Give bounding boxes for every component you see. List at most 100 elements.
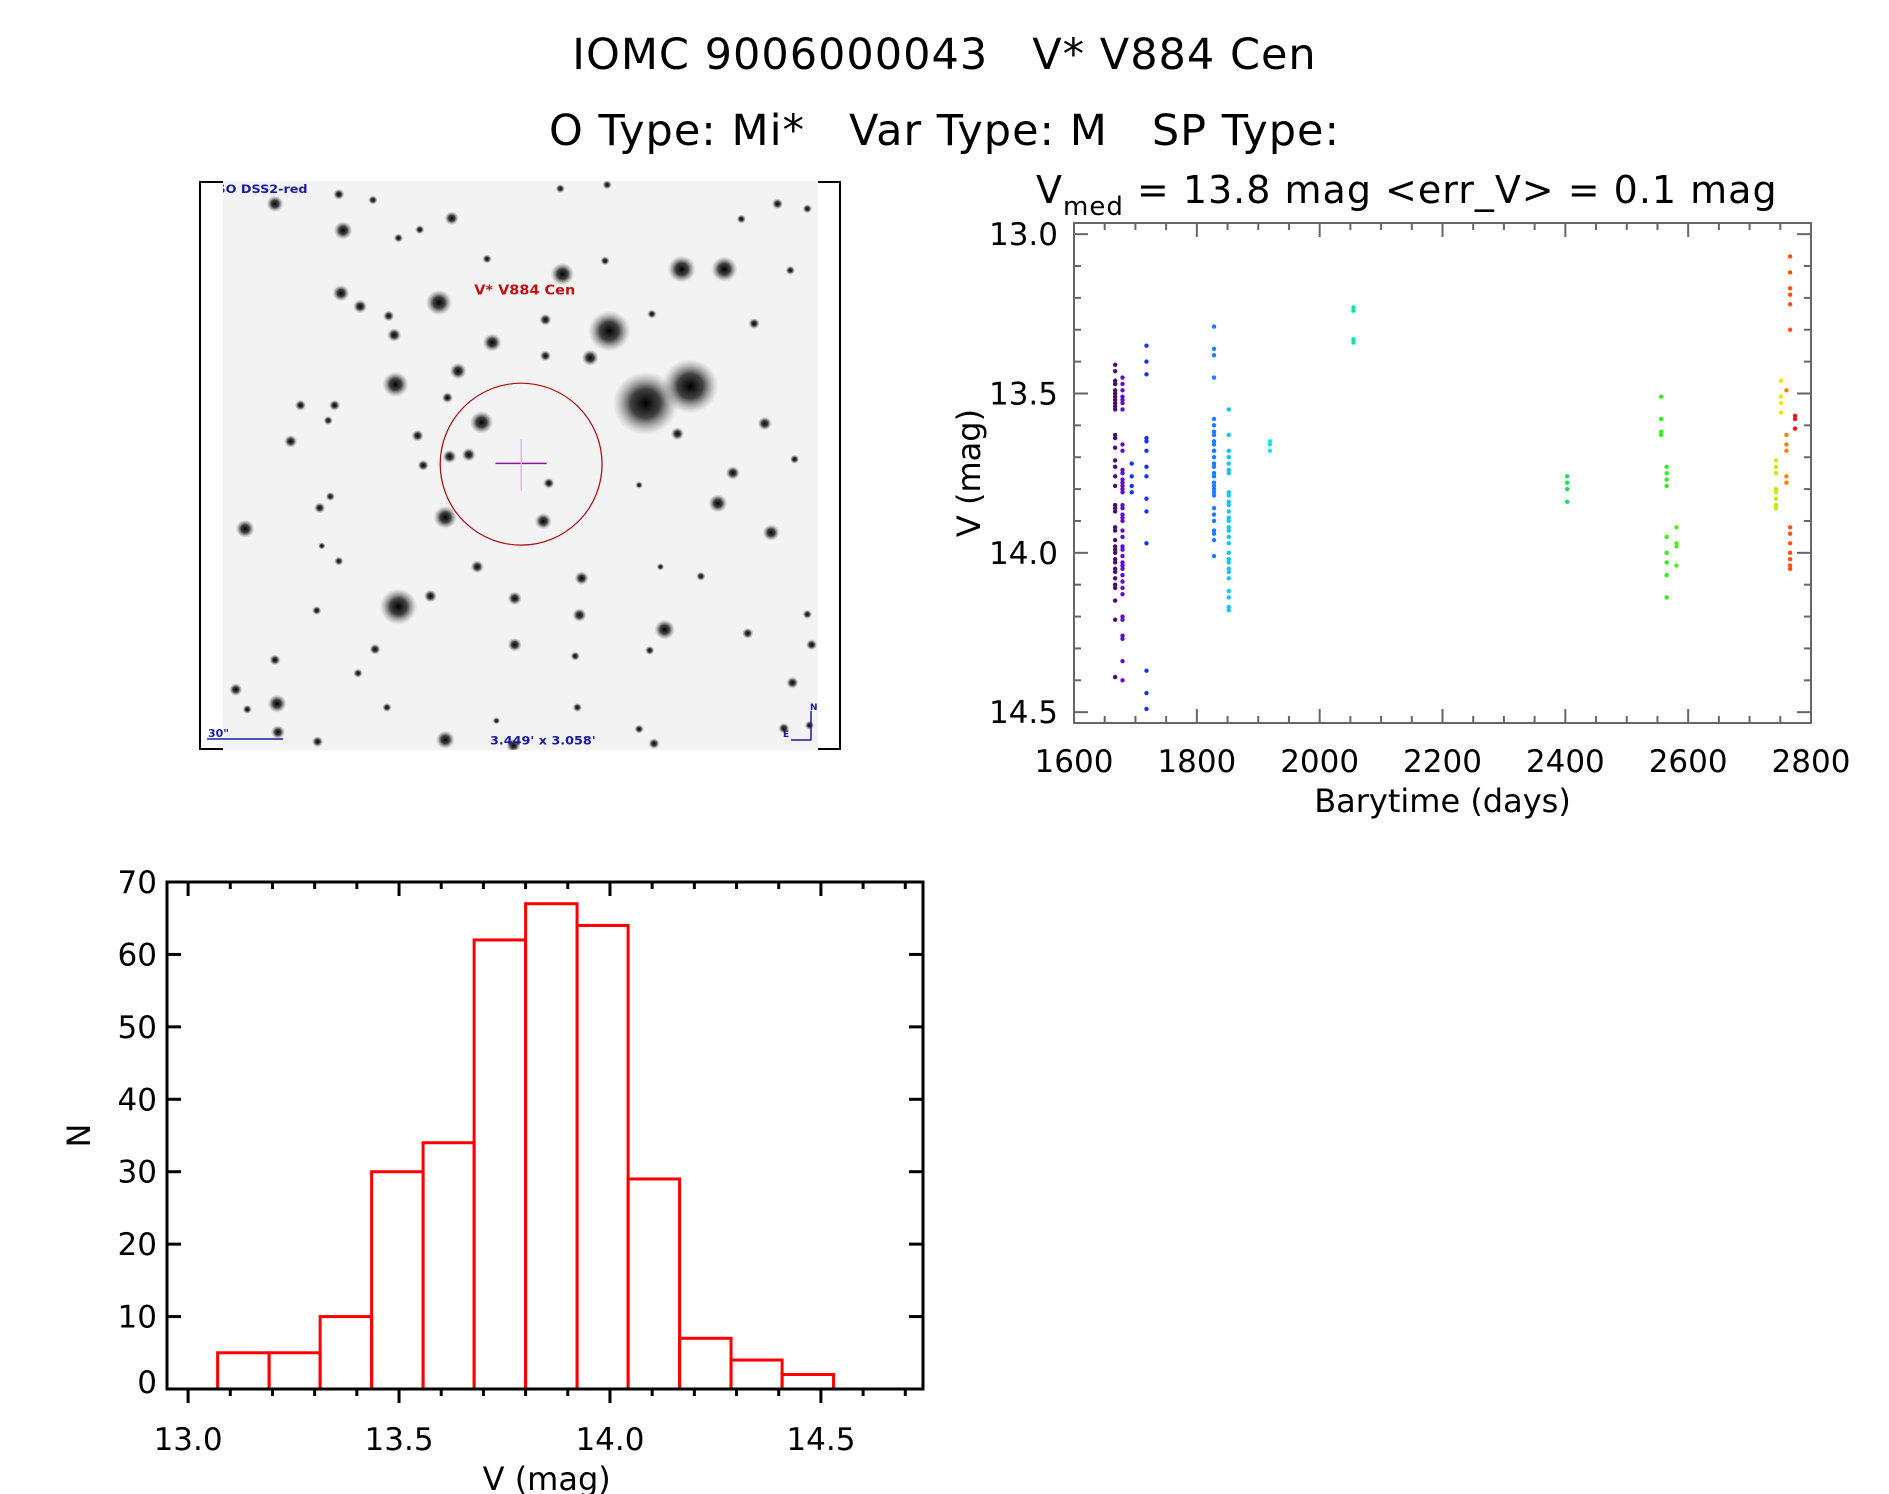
north-label: N (810, 703, 818, 713)
data-point (1112, 566, 1118, 571)
target-label: V* V884 Cen (474, 283, 575, 298)
series-group-2556 (1658, 394, 1664, 438)
series-group-2581 (1674, 525, 1679, 568)
data-point (1144, 541, 1149, 546)
data-point (1226, 432, 1231, 438)
data-point (1120, 388, 1125, 393)
x-tick-label: 2400 (1526, 744, 1605, 780)
data-point (1120, 633, 1125, 638)
y-tick-label: 60 (118, 937, 157, 973)
data-point (1112, 400, 1118, 406)
x-axis-label: Barytime (days) (1314, 782, 1571, 820)
data-point (1120, 490, 1125, 495)
data-point (1226, 534, 1231, 540)
data-point (1226, 515, 1231, 520)
data-point (1120, 397, 1125, 403)
data-point (1120, 400, 1125, 406)
data-point (1658, 416, 1664, 422)
histogram-bar (780, 1373, 836, 1391)
star (634, 724, 644, 734)
data-point (1144, 668, 1149, 673)
star (294, 399, 307, 411)
star (786, 676, 799, 689)
data-point (1211, 455, 1217, 460)
data-point (1787, 563, 1793, 568)
data-point (1674, 541, 1679, 546)
data-point (1226, 588, 1231, 594)
data-point (1784, 480, 1789, 485)
data-point (1226, 518, 1231, 524)
y-tick-label: 70 (118, 865, 157, 901)
data-point (1226, 502, 1231, 508)
series-group-2774 (1792, 413, 1798, 431)
star (581, 349, 599, 366)
y-tick-label: 14.0 (989, 536, 1058, 572)
x-tick-label: 2800 (1772, 744, 1851, 780)
data-point (1112, 388, 1118, 393)
data-point (1129, 490, 1134, 495)
data-point (1211, 486, 1217, 492)
data-point (1787, 525, 1793, 530)
data-point (1211, 448, 1217, 454)
series-group-1852 (1226, 407, 1231, 613)
series-group-1828 (1211, 324, 1217, 559)
series-group-1919 (1267, 439, 1273, 454)
data-point (1211, 346, 1217, 352)
x-tick-label: 13.5 (365, 1422, 434, 1458)
data-point (1658, 394, 1664, 399)
star (353, 668, 363, 678)
data-point (1226, 407, 1231, 412)
data-point (1120, 579, 1125, 584)
data-point (1674, 525, 1679, 530)
data-point (1787, 550, 1793, 556)
data-point (1120, 480, 1125, 485)
series-group-1718 (1144, 343, 1149, 712)
series-group-2403 (1564, 474, 1570, 505)
series-group-1679 (1120, 375, 1125, 683)
data-point (1226, 525, 1231, 530)
star (267, 694, 287, 713)
data-point (1112, 560, 1118, 565)
data-point (1129, 474, 1134, 479)
star (312, 605, 322, 616)
star (570, 651, 580, 661)
data-point (1120, 518, 1125, 524)
data-point (1120, 614, 1125, 619)
data-point (1787, 557, 1793, 562)
star (382, 702, 392, 712)
star (482, 333, 502, 352)
data-point (1664, 464, 1669, 469)
data-point (1144, 435, 1149, 441)
data-point (1211, 553, 1217, 559)
data-point (1787, 541, 1793, 546)
star (425, 289, 453, 316)
data-point (1112, 394, 1118, 399)
star (470, 560, 484, 574)
data-point (1120, 563, 1125, 568)
data-point (1144, 372, 1149, 377)
star (543, 477, 555, 489)
star (417, 459, 429, 471)
data-point (1144, 474, 1149, 479)
data-point (1120, 544, 1125, 549)
data-point (1658, 432, 1664, 438)
histogram-bar (524, 902, 579, 1391)
x-tick-label: 14.0 (575, 1422, 644, 1458)
data-point (1226, 576, 1231, 581)
star (785, 265, 796, 275)
lightcurve-axes-box (1073, 222, 1812, 724)
star (757, 416, 772, 431)
x-tick-label: 14.5 (786, 1422, 855, 1458)
star (469, 410, 494, 434)
star (654, 619, 675, 640)
data-point (1787, 531, 1793, 536)
y-tick-label: 10 (118, 1300, 157, 1336)
y-axis-label: N (60, 1124, 98, 1148)
star (667, 255, 696, 283)
data-point (1351, 305, 1356, 310)
data-point (1674, 544, 1679, 549)
data-point (1120, 483, 1125, 489)
data-point (1267, 448, 1273, 454)
data-point (1112, 557, 1118, 562)
